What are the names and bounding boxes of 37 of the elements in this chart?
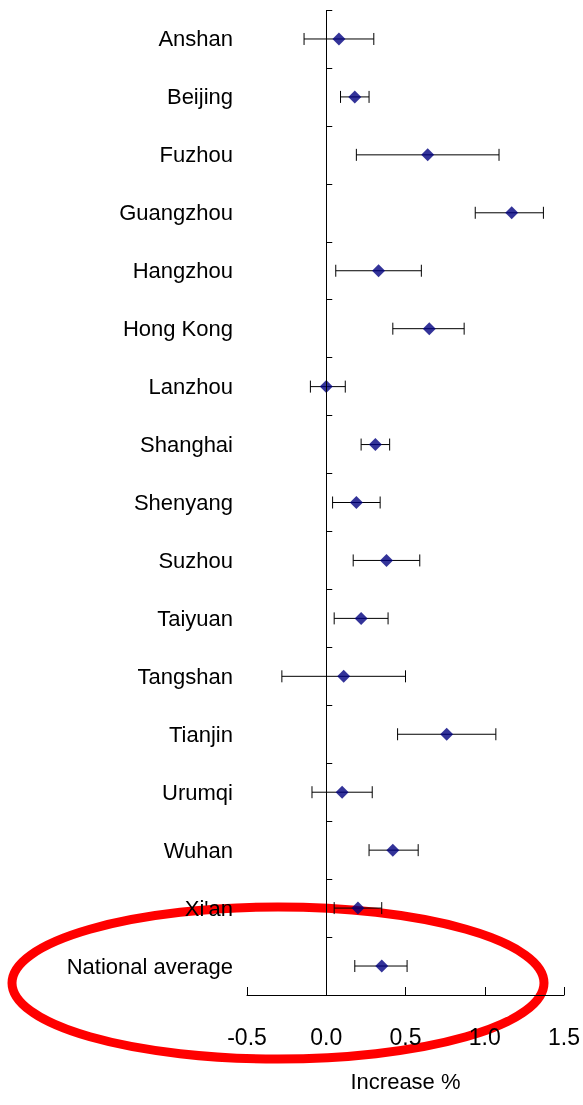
- point: [348, 90, 362, 104]
- y-tick-label: Taiyuan: [157, 605, 233, 631]
- point: [349, 496, 363, 509]
- point: [351, 901, 365, 915]
- y-tick-label: Lanzhou: [148, 374, 233, 400]
- y-tick-label: Suzhou: [158, 547, 233, 573]
- point: [354, 611, 368, 625]
- y-tick-label: Hong Kong: [122, 316, 233, 342]
- point: [386, 843, 400, 857]
- y-tick-label: Beijing: [166, 84, 233, 110]
- x-tick-label: 0.0: [310, 1023, 343, 1050]
- point: [505, 206, 519, 220]
- point: [375, 959, 389, 973]
- y-tick-label: Hangzhou: [132, 258, 233, 284]
- x-tick-label: 1.5: [548, 1023, 581, 1050]
- x-tick-label: -0.5: [227, 1023, 267, 1050]
- point: [372, 264, 386, 278]
- y-tick-label: Shenyang: [133, 490, 233, 515]
- point: [337, 669, 351, 683]
- y-tick-label: Guangzhou: [119, 200, 233, 226]
- y-tick-label: Anshan: [158, 26, 233, 52]
- point: [379, 553, 393, 567]
- y-tick-label: Fuzhou: [159, 142, 233, 168]
- point: [422, 322, 436, 336]
- point: [368, 438, 382, 452]
- x-axis-title: Increase %: [350, 1068, 461, 1094]
- x-tick-label: 0.5: [389, 1023, 422, 1050]
- point: [335, 785, 349, 799]
- y-tick-label: Shanghai: [140, 432, 233, 458]
- y-tick-label: Tianjin: [169, 721, 233, 747]
- y-tick-label: Tangshan: [137, 663, 233, 689]
- y-tick-label: Wuhan: [163, 837, 233, 863]
- point: [332, 32, 346, 46]
- point: [440, 727, 454, 741]
- y-tick-label: National average: [66, 953, 233, 979]
- y-tick-label: Urumqi: [162, 779, 233, 805]
- point: [421, 148, 435, 162]
